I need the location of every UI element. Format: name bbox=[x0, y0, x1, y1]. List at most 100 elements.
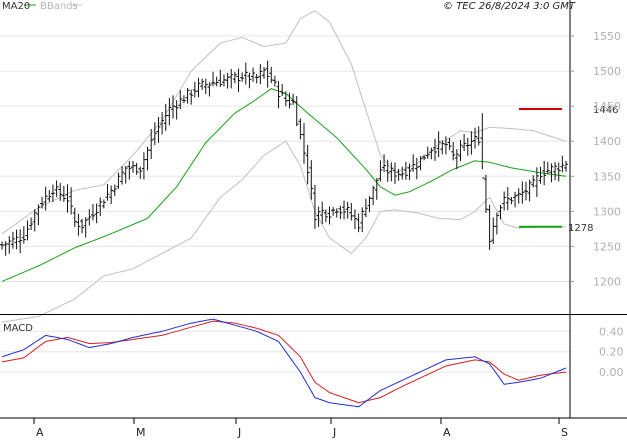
price-bar bbox=[447, 138, 452, 150]
price-bar bbox=[360, 207, 365, 233]
price-bar bbox=[40, 196, 45, 209]
price-bar bbox=[167, 97, 172, 126]
price-bar bbox=[331, 207, 336, 216]
price-bar bbox=[36, 204, 41, 226]
price-bar bbox=[178, 90, 183, 110]
price-bar bbox=[76, 213, 81, 236]
price-bar bbox=[25, 220, 30, 241]
price-bar bbox=[174, 100, 179, 120]
legend-ma20: MA20 bbox=[2, 1, 30, 12]
price-bar bbox=[527, 179, 532, 202]
price-bar bbox=[385, 159, 390, 182]
price-bar bbox=[280, 84, 285, 96]
macd-tick-label: 0.20 bbox=[599, 346, 624, 359]
price-bar bbox=[185, 87, 190, 104]
price-bar bbox=[342, 200, 347, 220]
price-bar bbox=[338, 205, 343, 219]
bband-lower bbox=[1, 140, 566, 323]
price-bar bbox=[109, 185, 114, 205]
price-bar bbox=[225, 72, 230, 89]
price-bar bbox=[156, 117, 161, 143]
price-bar bbox=[327, 206, 332, 225]
price-bar bbox=[291, 93, 296, 105]
price-bar bbox=[200, 78, 205, 90]
price-bar bbox=[553, 162, 558, 181]
price-bar bbox=[29, 217, 34, 230]
price-bar bbox=[283, 91, 288, 107]
price-bar bbox=[160, 112, 165, 135]
price-bar bbox=[534, 167, 539, 198]
legend-bbands: BBands bbox=[40, 1, 78, 12]
price-bars bbox=[0, 60, 568, 256]
price-bar bbox=[418, 155, 423, 171]
price-bar bbox=[564, 161, 568, 172]
price-bar bbox=[272, 75, 277, 87]
price-bar bbox=[422, 154, 427, 161]
macd-title: MACD bbox=[3, 323, 33, 334]
price-bar bbox=[433, 138, 438, 161]
price-bar bbox=[451, 141, 456, 161]
price-bar bbox=[221, 74, 226, 87]
price-bar bbox=[513, 191, 518, 208]
price-bar bbox=[236, 68, 241, 93]
price-bar bbox=[425, 146, 430, 159]
price-bar bbox=[72, 207, 77, 227]
price-bar bbox=[138, 166, 143, 179]
price-bar bbox=[21, 226, 26, 244]
price-levels: 1446 1278 bbox=[519, 105, 618, 234]
price-axis-labels: 1200 1250 1300 1350 1400 1450 1500 1550 bbox=[570, 30, 621, 288]
price-bar bbox=[83, 217, 88, 238]
price-bar bbox=[494, 212, 499, 235]
level-label-resistance: 1446 bbox=[593, 105, 618, 116]
price-tick-label: 1400 bbox=[593, 135, 621, 148]
price-bar bbox=[152, 122, 157, 146]
price-bar bbox=[269, 66, 274, 83]
price-bar bbox=[473, 127, 478, 149]
price-bar bbox=[560, 155, 565, 173]
price-bar bbox=[127, 161, 132, 180]
price-bar bbox=[509, 196, 514, 205]
price-bar bbox=[258, 64, 263, 85]
price-bar bbox=[207, 82, 212, 97]
price-bar bbox=[211, 71, 216, 87]
ma20-path bbox=[1, 88, 567, 282]
macd-panel-grid bbox=[0, 330, 570, 373]
price-bar bbox=[94, 203, 99, 224]
price-tick-label: 1500 bbox=[593, 65, 621, 78]
price-bar bbox=[367, 196, 372, 213]
macd-signal-line bbox=[1, 320, 567, 404]
price-bar bbox=[196, 77, 201, 98]
price-bar bbox=[407, 163, 412, 180]
price-bar bbox=[14, 229, 19, 250]
price-bar bbox=[363, 198, 368, 218]
price-bar bbox=[443, 136, 448, 155]
price-bar bbox=[374, 178, 379, 200]
price-bar bbox=[352, 209, 357, 230]
price-bar bbox=[112, 184, 117, 197]
price-bar bbox=[389, 162, 394, 182]
price-tick-label: 1350 bbox=[593, 170, 621, 183]
price-bar bbox=[80, 218, 85, 234]
price-bar bbox=[436, 131, 441, 158]
price-bar bbox=[538, 166, 543, 184]
price-bar bbox=[141, 152, 146, 180]
price-bar bbox=[556, 162, 561, 182]
price-bar bbox=[287, 92, 292, 109]
price-bar bbox=[465, 137, 470, 156]
price-bar bbox=[90, 204, 95, 221]
month-tick-label: J bbox=[237, 426, 241, 439]
price-bar bbox=[181, 95, 186, 103]
price-bar bbox=[396, 169, 401, 181]
price-bar bbox=[116, 172, 121, 189]
price-bar bbox=[320, 201, 325, 225]
price-tick-label: 1250 bbox=[593, 240, 621, 253]
price-bar bbox=[414, 157, 419, 180]
price-bar bbox=[261, 67, 266, 79]
price-bar bbox=[334, 208, 339, 218]
price-bar bbox=[491, 217, 496, 245]
copyright-timestamp: © TEC 26/8/2024 3:0 GMT bbox=[443, 1, 576, 12]
price-bar bbox=[130, 160, 135, 173]
price-bar bbox=[316, 206, 321, 227]
price-bar bbox=[498, 204, 503, 220]
price-bar bbox=[47, 190, 52, 202]
